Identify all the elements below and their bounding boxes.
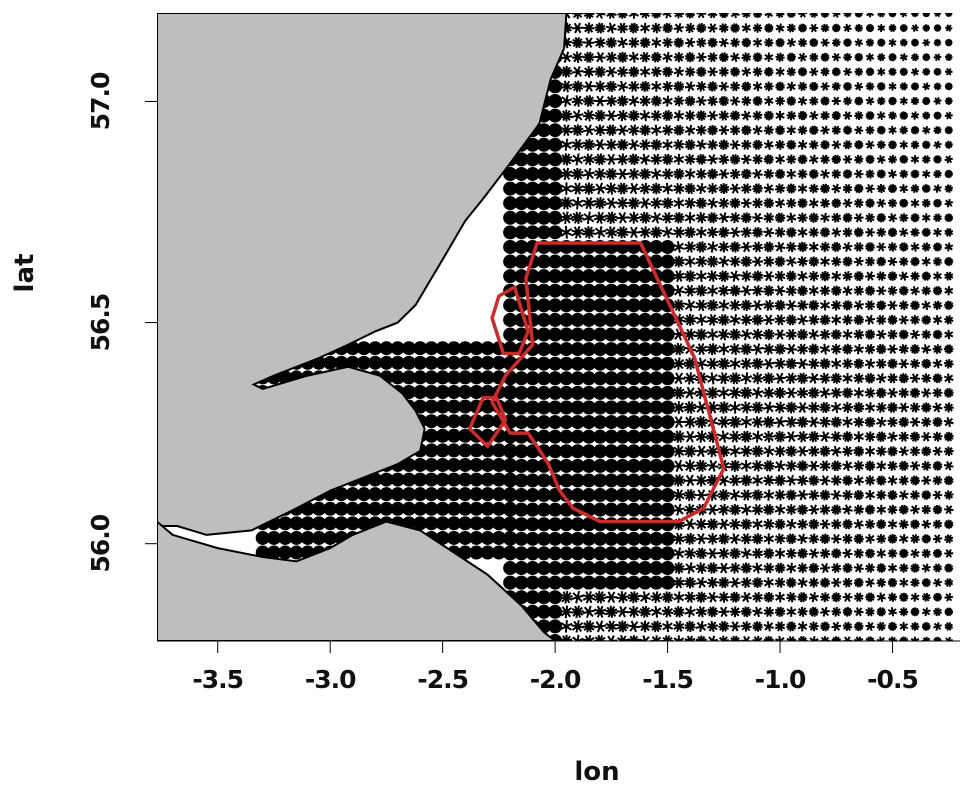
x-axis-title: lon bbox=[574, 757, 619, 787]
vector-glyph-field bbox=[255, 13, 954, 641]
x-tick-label: -1.0 bbox=[755, 665, 806, 694]
land-mass bbox=[157, 13, 568, 641]
x-tick-label: -2.5 bbox=[417, 665, 468, 694]
x-tick-label: -2.0 bbox=[530, 665, 581, 694]
y-tick-label: 57.0 bbox=[86, 72, 115, 130]
y-axis-ticks: 56.0 56.5 57.0 bbox=[86, 72, 157, 573]
x-axis-ticks: -3.5 -3.0 -2.5 -2.0 -1.5 -1.0 -0.5 bbox=[192, 641, 919, 694]
y-tick-label: 56.0 bbox=[86, 514, 115, 572]
glyph-marks bbox=[255, 13, 954, 641]
y-axis-title: lat bbox=[10, 254, 40, 293]
x-tick-label: -1.5 bbox=[642, 665, 693, 694]
north-landmass bbox=[157, 13, 568, 641]
x-tick-label: -3.5 bbox=[192, 665, 243, 694]
x-tick-label: -3.0 bbox=[305, 665, 356, 694]
region-boundary-1 bbox=[490, 241, 726, 524]
y-tick-label: 56.5 bbox=[86, 294, 115, 352]
south-landmass bbox=[157, 520, 557, 641]
region-boundaries bbox=[467, 241, 726, 524]
region-boundary-3 bbox=[467, 396, 508, 449]
x-tick-label: -0.5 bbox=[867, 665, 918, 694]
map-panel bbox=[157, 13, 960, 641]
region-boundary-2 bbox=[490, 285, 530, 356]
